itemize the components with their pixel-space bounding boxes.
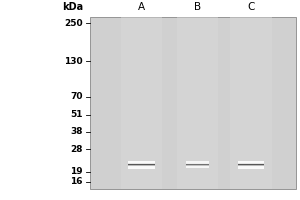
Text: 250: 250 [64,19,83,28]
Text: 28: 28 [70,145,83,154]
Text: 19: 19 [70,167,83,176]
Text: 70: 70 [70,92,83,101]
Text: 130: 130 [64,57,83,66]
Text: C: C [247,2,255,12]
Text: A: A [138,2,146,12]
Text: 16: 16 [70,177,83,186]
Text: B: B [194,2,201,12]
Bar [230,17,272,189]
Text: 51: 51 [70,110,83,119]
Bar [90,17,296,189]
Text: 38: 38 [70,127,83,136]
Bar [121,17,162,189]
Text: kDa: kDa [62,2,83,12]
Bar [177,17,218,189]
